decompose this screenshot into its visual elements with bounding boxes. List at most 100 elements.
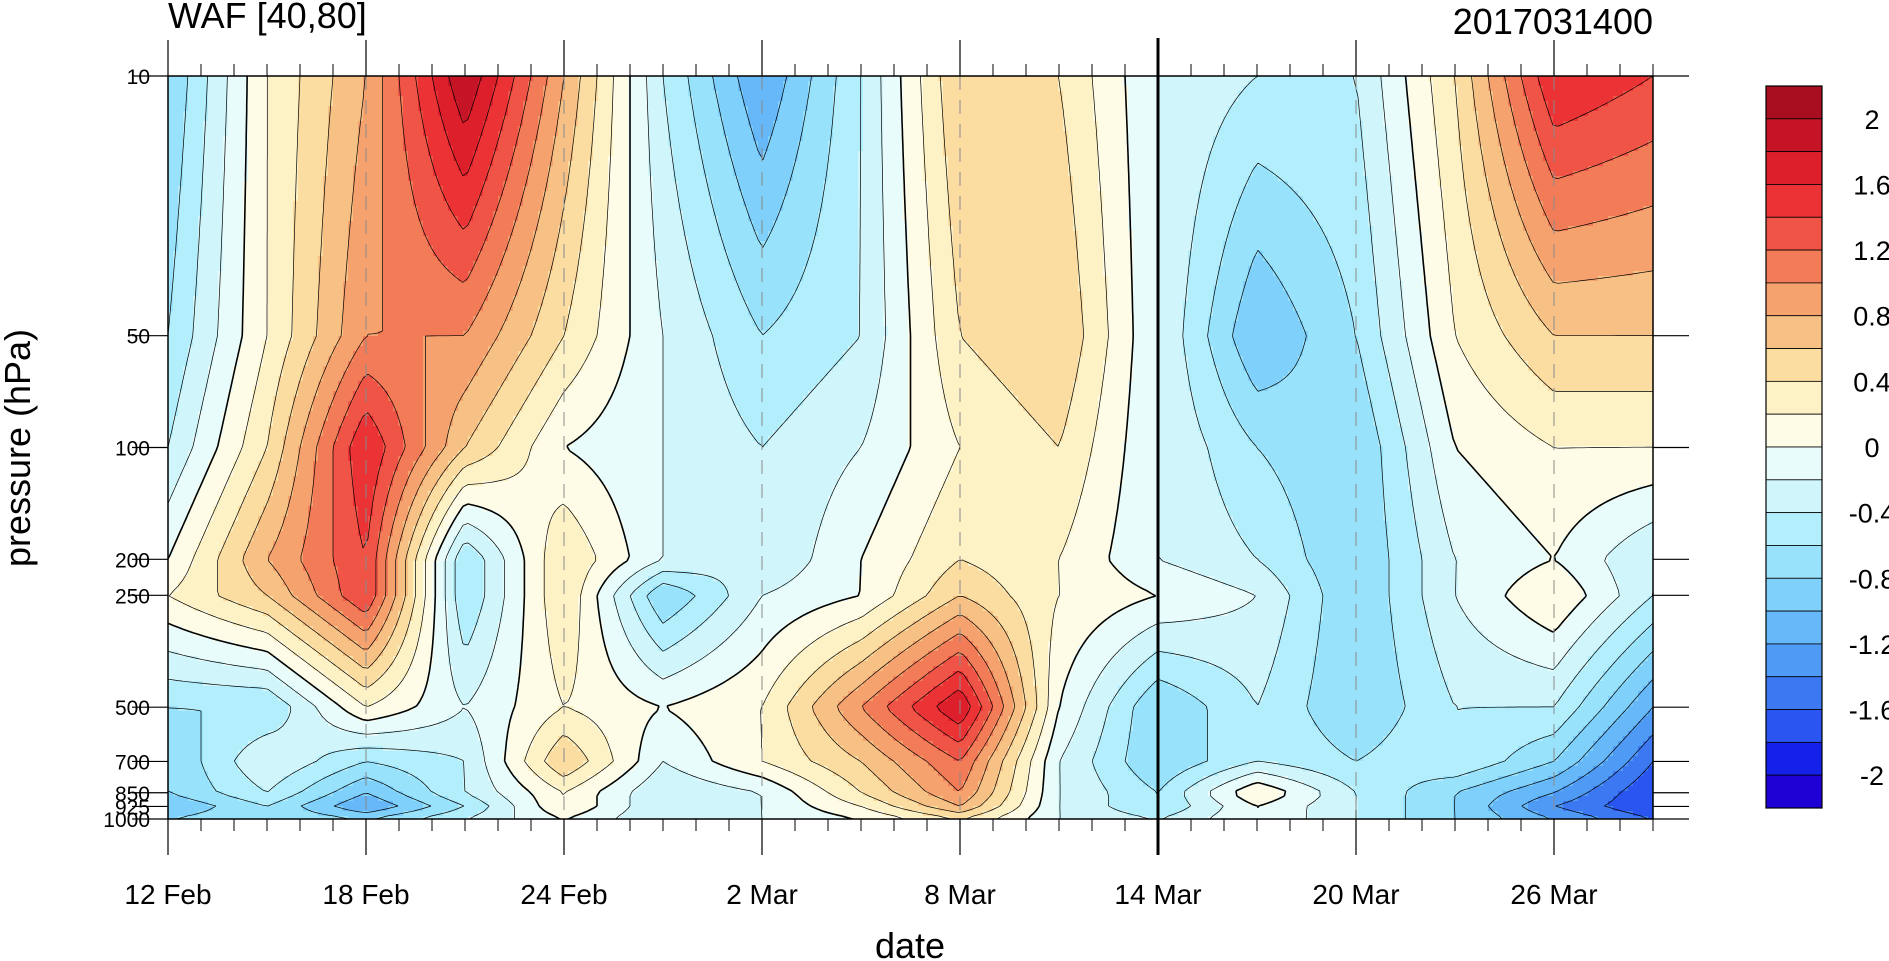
contour-cell bbox=[1608, 116, 1614, 122]
contour-cell bbox=[1588, 116, 1594, 122]
contour-cell bbox=[1478, 86, 1484, 92]
contour-cell bbox=[528, 96, 534, 102]
contour-cell bbox=[453, 116, 459, 122]
contour-cell bbox=[1523, 111, 1529, 117]
contour-cell bbox=[948, 121, 954, 127]
contour-cell bbox=[928, 96, 934, 102]
contour-cell bbox=[763, 111, 769, 117]
contour-cell bbox=[1228, 81, 1234, 87]
contour-cell bbox=[1268, 81, 1274, 87]
contour-cell bbox=[338, 101, 344, 107]
contour-cell bbox=[233, 91, 239, 97]
contour-cell bbox=[798, 76, 804, 82]
contour-cell bbox=[793, 96, 799, 102]
contour-cell bbox=[1243, 91, 1249, 97]
contour-cell bbox=[1268, 116, 1274, 122]
contour-cell bbox=[903, 106, 909, 112]
contour-cell bbox=[708, 126, 714, 132]
contour-cell bbox=[778, 121, 784, 127]
contour-cell bbox=[1163, 91, 1169, 97]
contour-cell bbox=[438, 76, 444, 82]
contour-cell bbox=[983, 101, 989, 107]
contour-cell bbox=[263, 76, 269, 82]
contour-cell bbox=[598, 116, 604, 122]
contour-cell bbox=[368, 96, 374, 102]
contour-cell bbox=[643, 96, 649, 102]
contour-cell bbox=[1178, 111, 1184, 117]
contour-cell bbox=[1603, 86, 1609, 92]
contour-cell bbox=[1083, 76, 1089, 82]
contour-cell bbox=[513, 121, 519, 127]
contour-cell bbox=[1308, 96, 1314, 102]
contour-cell bbox=[963, 121, 969, 127]
contour-cell bbox=[998, 101, 1004, 107]
contour-cell bbox=[1348, 101, 1354, 107]
contour-cell bbox=[853, 106, 859, 112]
contour-cell bbox=[333, 121, 339, 127]
contour-cell bbox=[1218, 106, 1224, 112]
contour-cell bbox=[283, 101, 289, 107]
contour-cell bbox=[823, 106, 829, 112]
contour-cell bbox=[1058, 81, 1064, 87]
contour-cell bbox=[1083, 101, 1089, 107]
contour-cell bbox=[543, 101, 549, 107]
contour-cell bbox=[1528, 96, 1534, 102]
contour-cell bbox=[408, 91, 414, 97]
contour-cell bbox=[1273, 96, 1279, 102]
contour-cell bbox=[678, 116, 684, 122]
contour-cell bbox=[1333, 81, 1339, 87]
contour-cell bbox=[888, 106, 894, 112]
contour-cell bbox=[1133, 106, 1139, 112]
contour-cell bbox=[1448, 76, 1454, 82]
contour-cell bbox=[1388, 86, 1394, 92]
contour-cell bbox=[1033, 76, 1039, 82]
contour-cell bbox=[1023, 96, 1029, 102]
contour-cell bbox=[1533, 111, 1539, 117]
contour-cell bbox=[1038, 101, 1044, 107]
contour-cell bbox=[233, 81, 239, 87]
contour-cell bbox=[1343, 111, 1349, 117]
contour-cell bbox=[713, 121, 719, 127]
contour-cell bbox=[258, 116, 264, 122]
contour-cell bbox=[668, 91, 674, 97]
contour-cell bbox=[423, 81, 429, 87]
contour-cell bbox=[888, 76, 894, 82]
contour-cell bbox=[963, 96, 969, 102]
contour-cell bbox=[1068, 81, 1074, 87]
contour-cell bbox=[468, 121, 474, 127]
contour-cell bbox=[773, 91, 779, 97]
contour-cell bbox=[213, 116, 219, 122]
contour-cell bbox=[683, 121, 689, 127]
contour-cell bbox=[478, 101, 484, 107]
contour-cell bbox=[983, 116, 989, 122]
contour-cell bbox=[1273, 101, 1279, 107]
contour-cell bbox=[1448, 111, 1454, 117]
contour-cell bbox=[1603, 111, 1609, 117]
contour-cell bbox=[708, 96, 714, 102]
contour-cell bbox=[553, 126, 559, 132]
contour-cell bbox=[648, 81, 654, 87]
contour-cell bbox=[323, 86, 329, 92]
contour-cell bbox=[1628, 111, 1634, 117]
contour-cell bbox=[258, 86, 264, 92]
contour-cell bbox=[1023, 111, 1029, 117]
contour-cell bbox=[1513, 121, 1519, 127]
contour-cell bbox=[808, 121, 814, 127]
contour-cell bbox=[333, 106, 339, 112]
contour-cell bbox=[903, 76, 909, 82]
contour-cell bbox=[668, 106, 674, 112]
contour-cell bbox=[1513, 106, 1519, 112]
contour-cell bbox=[1603, 121, 1609, 127]
contour-cell bbox=[1323, 81, 1329, 87]
contour-cell bbox=[1548, 76, 1554, 82]
contour-cell bbox=[478, 116, 484, 122]
contour-cell bbox=[1033, 111, 1039, 117]
contour-cell bbox=[1208, 96, 1214, 102]
contour-cell bbox=[613, 76, 619, 82]
contour-cell bbox=[1423, 106, 1429, 112]
contour-cell bbox=[648, 101, 654, 107]
contour-cell bbox=[238, 111, 244, 117]
contour-cell bbox=[1478, 91, 1484, 97]
contour-cell bbox=[338, 91, 344, 97]
contour-cell bbox=[1413, 76, 1419, 82]
